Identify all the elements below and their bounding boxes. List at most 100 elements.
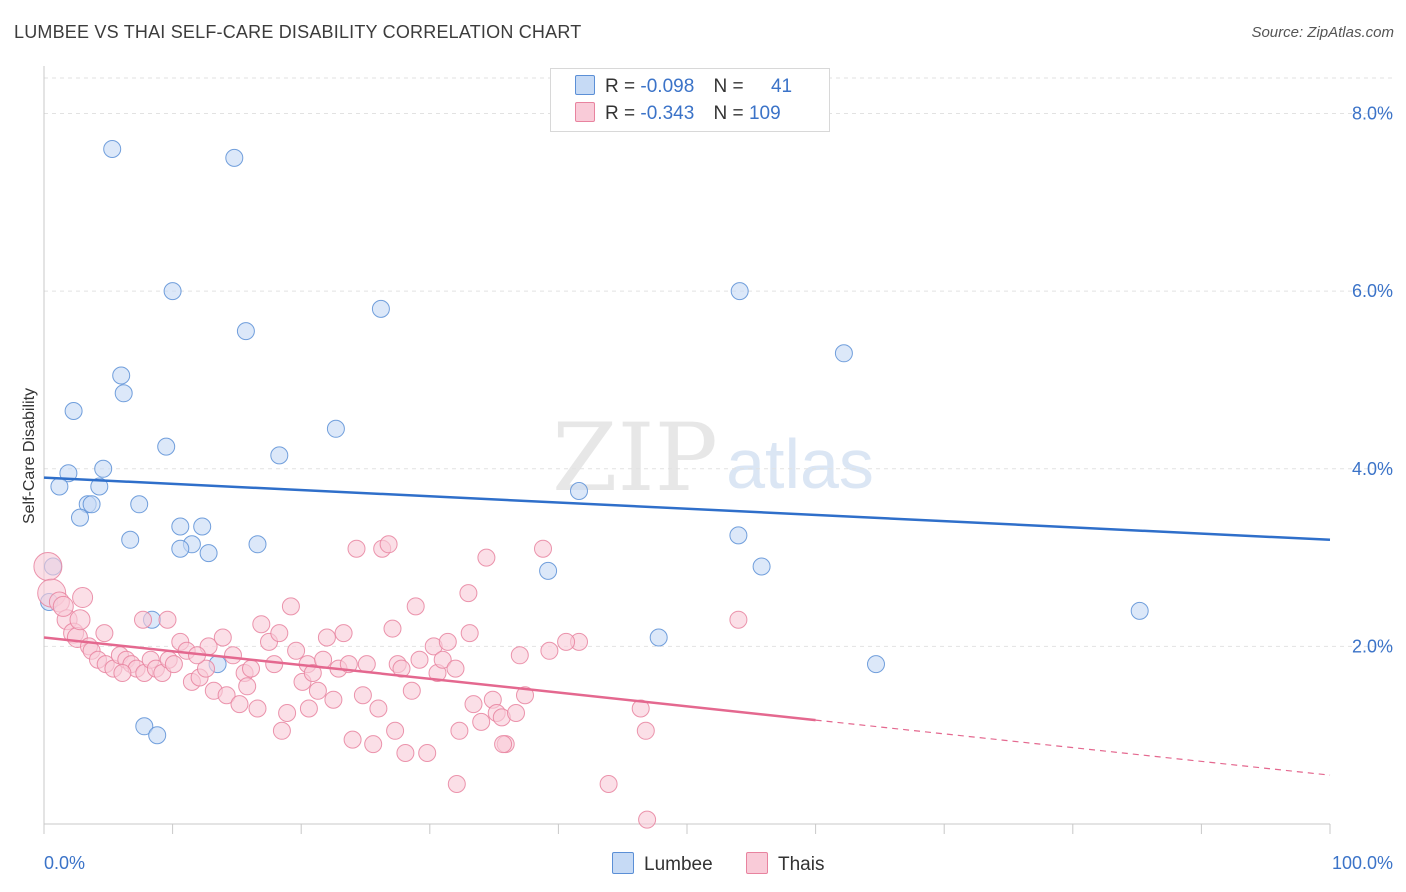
thais-point <box>392 659 411 678</box>
lumbee-point <box>867 655 885 674</box>
thais-point <box>402 681 421 700</box>
lumbee-swatch <box>612 852 634 874</box>
thais-point <box>638 810 657 829</box>
thais-point <box>339 655 358 674</box>
thais-point <box>265 655 284 674</box>
lumbee-point <box>112 366 131 385</box>
thais-point <box>433 650 452 669</box>
lumbee-point <box>248 535 267 554</box>
thais-point <box>534 539 552 558</box>
x-tick-label: 0.0% <box>44 853 85 873</box>
lumbee-point <box>64 402 83 420</box>
lumbee-point <box>752 557 771 576</box>
thais-point <box>636 721 655 740</box>
legend-r-value: -0.343 <box>640 103 695 124</box>
thais-point <box>217 686 236 705</box>
thais-point <box>557 632 576 651</box>
lumbee-point <box>834 344 853 363</box>
bottom-legend-thais: Thais <box>746 852 824 876</box>
axes <box>43 66 1331 834</box>
lumbee-point <box>730 282 749 301</box>
legend-r-label: R = <box>605 103 636 124</box>
thais-swatch <box>575 102 595 122</box>
legend-r-value: -0.098 <box>640 76 695 97</box>
thais-point <box>729 610 748 629</box>
thais-point <box>494 735 513 754</box>
lumbee-point <box>236 322 255 341</box>
thais-point <box>353 686 372 705</box>
chart-title: LUMBEE VS THAI SELF-CARE DISABILITY CORR… <box>14 22 582 42</box>
thais-point <box>631 699 650 718</box>
thais-point <box>447 775 466 793</box>
legend-n-value: 41 <box>770 76 793 97</box>
thais-point <box>248 699 267 718</box>
thais-point <box>459 584 478 603</box>
thais-point <box>364 735 383 754</box>
thais-point <box>438 632 457 651</box>
lumbee-point <box>163 282 182 301</box>
lumbee-point <box>135 717 154 736</box>
thais-point <box>230 695 249 714</box>
lumbee-point <box>539 561 558 580</box>
thais-point <box>477 548 496 567</box>
lumbee-point <box>121 530 140 549</box>
lumbee-point <box>649 628 668 647</box>
thais-point <box>278 704 297 722</box>
thais-point <box>386 721 405 740</box>
lumbee-point <box>114 384 133 403</box>
thais-point <box>510 646 529 665</box>
thais-point <box>343 730 362 749</box>
thais-point <box>540 641 559 660</box>
thais-point <box>460 624 479 643</box>
x-tick-label: 100.0% <box>1332 853 1393 873</box>
thais-point <box>113 664 132 682</box>
thais-trend-line <box>43 636 816 722</box>
data-points <box>33 140 1149 829</box>
thais-point <box>287 641 306 660</box>
thais-point <box>450 721 469 740</box>
thais-point <box>357 655 376 674</box>
thais-point <box>242 659 260 678</box>
thais-point <box>383 619 402 638</box>
y-tick-label: 8.0% <box>1352 104 1393 124</box>
thais-point <box>446 659 465 678</box>
watermark-atlas: atlas <box>726 425 874 503</box>
lumbee-point <box>82 495 101 514</box>
thais-point <box>516 686 534 705</box>
lumbee-point <box>199 544 218 563</box>
trend-lines <box>43 476 1331 776</box>
thais-point <box>303 664 322 682</box>
lumbee-point <box>90 477 109 496</box>
tick-labels: 2.0% 4.0% 6.0% 8.0% 0.0% 100.0% <box>44 104 1393 873</box>
lumbee-point <box>326 419 345 438</box>
lumbee-point <box>193 517 212 536</box>
thais-trend-extension <box>815 719 1331 776</box>
thais-point <box>270 624 289 643</box>
thais-point <box>464 695 483 714</box>
thais-point <box>599 775 618 793</box>
legend-n-label: N = <box>713 103 744 124</box>
y-tick-label: 2.0% <box>1352 636 1393 656</box>
thais-point <box>164 655 183 674</box>
lumbee-point <box>103 140 122 158</box>
thais-point <box>213 628 232 647</box>
lumbee-point <box>50 477 69 496</box>
thais-point <box>406 597 425 616</box>
thais-point <box>238 677 257 696</box>
thais-point <box>324 690 343 709</box>
legend-n-value: 109 <box>748 103 781 124</box>
thais-point <box>418 744 437 762</box>
legend-row-thais: R = -0.343 N = 109 <box>575 102 781 126</box>
thais-swatch <box>746 852 768 874</box>
thais-point <box>379 535 398 554</box>
lumbee-point <box>171 539 190 558</box>
lumbee-point <box>371 299 390 318</box>
thais-point <box>134 610 152 629</box>
thais-point <box>281 597 300 616</box>
thais-point <box>95 624 114 643</box>
thais-point <box>334 624 353 643</box>
lumbee-point <box>157 437 176 456</box>
thais-point <box>410 650 429 669</box>
thais-point <box>317 628 336 647</box>
